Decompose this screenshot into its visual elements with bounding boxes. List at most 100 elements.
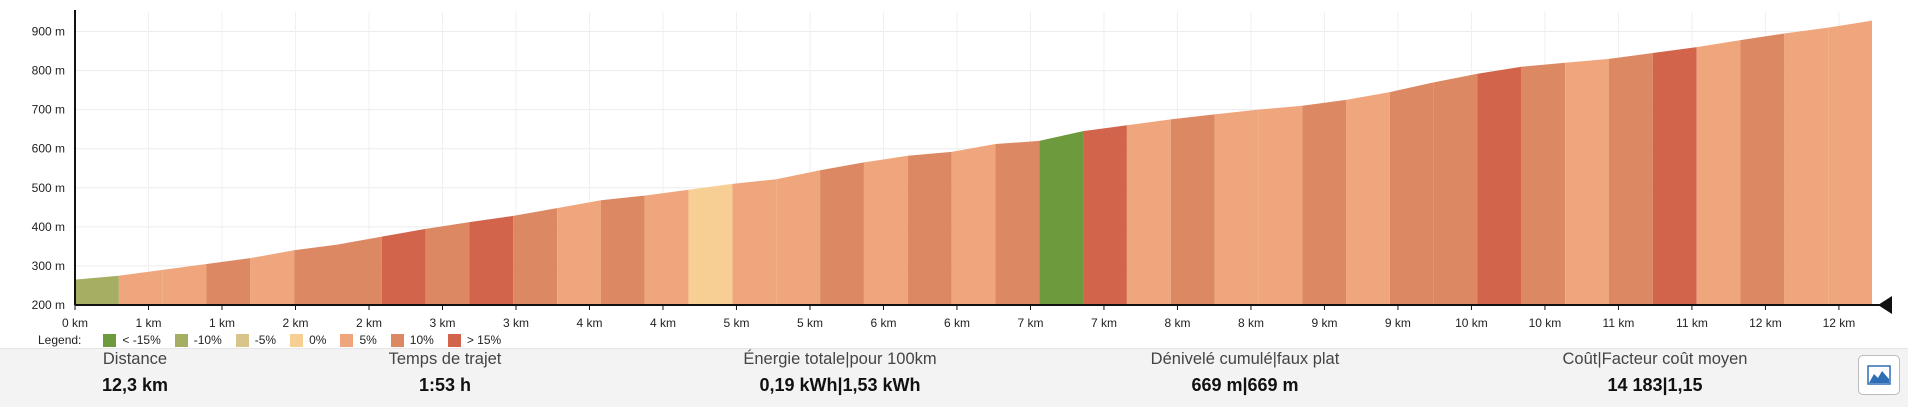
elevation-segment xyxy=(75,275,119,305)
legend-label: Legend: xyxy=(38,333,82,347)
route-stats-bar: Distance 12,3 km Temps de trajet 1:53 h … xyxy=(0,348,1908,407)
stat-title: Coût|Facteur coût moyen xyxy=(1562,350,1748,368)
x-tick-label: 10 km xyxy=(1455,316,1488,330)
mountain-chart-icon xyxy=(1867,365,1891,385)
elevation-segment xyxy=(557,200,601,305)
elevation-segment xyxy=(907,151,952,305)
stat-title: Dénivelé cumulé|faux plat xyxy=(1150,350,1340,368)
x-tick-label: 12 km xyxy=(1823,316,1856,330)
x-tick-label: 9 km xyxy=(1385,316,1411,330)
x-tick-label: 10 km xyxy=(1529,316,1562,330)
stat-value: 12,3 km xyxy=(101,375,169,395)
elevation-segment xyxy=(206,258,251,305)
y-tick-label: 900 m xyxy=(32,25,65,39)
x-tick-label: 7 km xyxy=(1017,316,1043,330)
x-tick-label: 3 km xyxy=(503,316,529,330)
elevation-segment xyxy=(1389,82,1434,305)
y-tick-label: 600 m xyxy=(32,142,65,156)
stat-travel-time: Temps de trajet 1:53 h xyxy=(340,349,550,396)
elevation-segment xyxy=(381,228,426,305)
elevation-segment xyxy=(337,236,382,305)
legend-swatch xyxy=(390,333,404,347)
x-tick-label: 8 km xyxy=(1164,316,1190,330)
x-tick-label: 2 km xyxy=(282,316,308,330)
elevation-segment xyxy=(1696,40,1741,306)
legend-item-lt-minus-15: < -15% xyxy=(103,333,161,347)
x-tick-label: 1 km xyxy=(135,316,161,330)
elevation-segment xyxy=(1433,73,1478,305)
elevation-segment xyxy=(1258,105,1303,305)
y-tick-label: 300 m xyxy=(32,259,65,273)
elevation-segment xyxy=(1126,119,1171,305)
y-tick-label: 400 m xyxy=(32,220,65,234)
elevation-segment xyxy=(1652,47,1697,305)
stat-distance: Distance 12,3 km xyxy=(60,349,210,396)
stat-value: 0,19 kWh|1,53 kWh xyxy=(759,375,921,395)
elevation-segment xyxy=(732,179,777,305)
x-tick-label: 4 km xyxy=(576,316,602,330)
x-tick-label: 8 km xyxy=(1238,316,1264,330)
legend-item-5: 5% xyxy=(340,333,377,347)
elevation-segment xyxy=(600,195,645,305)
elevation-segment xyxy=(1609,53,1653,305)
elevation-segment xyxy=(1302,99,1347,306)
x-tick-label: 9 km xyxy=(1311,316,1337,330)
legend-swatch xyxy=(340,333,354,347)
elevation-profile-button[interactable] xyxy=(1858,355,1900,395)
x-tick-label: 4 km xyxy=(650,316,676,330)
stat-value: 669 m|669 m xyxy=(1191,375,1299,395)
grade-legend: Legend: < -15% -10% -5% 0% 5% 10% > 15% xyxy=(38,331,515,349)
elevation-segment xyxy=(1565,58,1610,305)
elevation-segment xyxy=(1784,27,1829,305)
x-tick-label: 7 km xyxy=(1091,316,1117,330)
y-tick-label: 700 m xyxy=(32,103,65,117)
legend-item-label: > 15% xyxy=(466,333,502,347)
elevation-segment xyxy=(776,170,821,305)
position-marker xyxy=(1878,296,1892,314)
y-axis-ticks: 200 m 300 m 400 m 500 m 600 m 700 m 800 m 900 m xyxy=(32,25,65,312)
stat-energy: Énergie totale|pour 100km 0,19 kWh|1,53 … xyxy=(690,349,990,396)
elevation-segment xyxy=(1039,131,1084,305)
stat-title: Énergie totale|pour 100km xyxy=(743,350,937,368)
legend-item-label: -5% xyxy=(254,333,277,347)
legend-swatch xyxy=(235,333,249,347)
elevation-segment xyxy=(1170,114,1215,305)
legend-item-label: -10% xyxy=(193,333,222,347)
legend-item-gt-15: > 15% xyxy=(447,333,502,347)
legend-item-minus-10: -10% xyxy=(174,333,222,347)
legend-item-label: < -15% xyxy=(122,333,161,347)
elevation-segment xyxy=(951,144,996,305)
elevation-segment xyxy=(820,162,864,305)
elevation-area xyxy=(75,20,1872,306)
stat-title: Distance xyxy=(102,350,168,368)
elevation-segment xyxy=(863,155,908,305)
chart-axes xyxy=(74,10,1892,314)
elevation-segment xyxy=(1083,125,1127,305)
elevation-segment xyxy=(469,215,514,305)
x-axis-ticks: 0 km 1 km 1 km 2 km 2 km 3 km 3 km 4 km 4 km 5 km… xyxy=(62,305,1855,330)
elevation-segment xyxy=(162,263,207,305)
x-tick-label: 11 km xyxy=(1676,316,1708,330)
legend-item-label: 10% xyxy=(409,333,434,347)
legend-item-minus-5: -5% xyxy=(235,333,277,347)
elevation-segment xyxy=(1214,109,1259,306)
x-tick-label: 5 km xyxy=(797,316,823,330)
x-tick-label: 3 km xyxy=(429,316,455,330)
elevation-segment xyxy=(294,244,338,305)
x-tick-label: 12 km xyxy=(1749,316,1782,330)
elevation-segment xyxy=(1346,92,1390,305)
x-tick-label: 5 km xyxy=(723,316,749,330)
x-tick-label: 1 km xyxy=(209,316,235,330)
legend-swatch xyxy=(290,333,304,347)
legend-swatch xyxy=(174,333,188,347)
y-tick-label: 500 m xyxy=(32,181,65,195)
x-tick-label: 11 km xyxy=(1603,316,1635,330)
elevation-segment xyxy=(250,250,295,305)
elevation-segment xyxy=(1521,62,1566,305)
legend-item-0: 0% xyxy=(290,333,326,347)
elevation-segment xyxy=(1740,33,1785,306)
x-tick-label: 2 km xyxy=(356,316,382,330)
x-tick-label: 6 km xyxy=(870,316,896,330)
y-tick-label: 800 m xyxy=(32,64,65,78)
elevation-segment xyxy=(513,208,558,305)
